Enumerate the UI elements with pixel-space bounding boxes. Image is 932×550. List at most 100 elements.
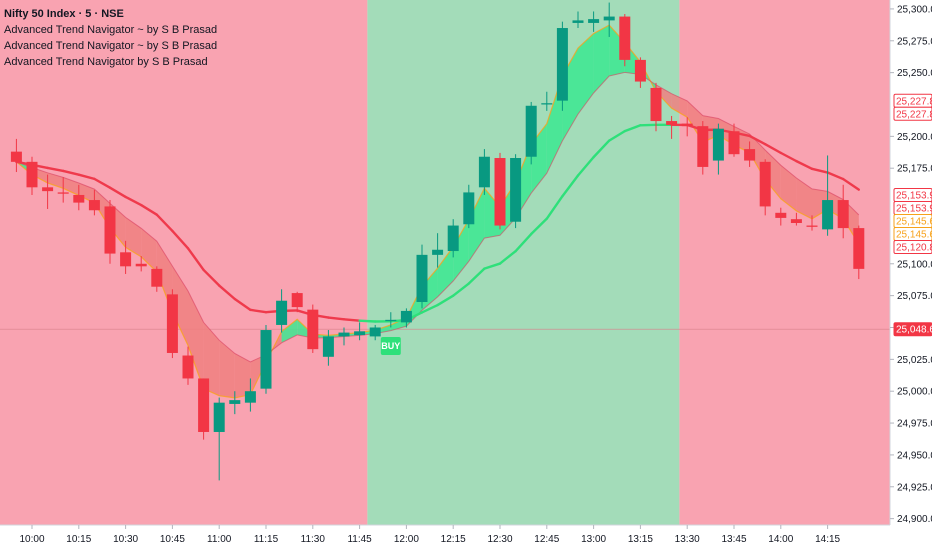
trail-segment — [452, 282, 470, 297]
candle-body — [10, 151, 22, 162]
candle-body — [681, 123, 693, 127]
trail-segment — [124, 195, 143, 207]
candle-body — [26, 161, 38, 188]
candle — [57, 177, 69, 203]
candle — [541, 91, 553, 111]
candle-body — [759, 161, 771, 207]
trail-segment — [545, 195, 564, 220]
time-tick-label: 11:00 — [207, 534, 232, 545]
trail-segment — [842, 177, 860, 191]
price-tick-label: 25,075.00 — [897, 291, 932, 302]
candle — [712, 123, 724, 175]
candle — [603, 2, 615, 37]
candle — [775, 207, 787, 226]
price-tag: 25,145.67 — [893, 213, 932, 228]
trail-segment — [46, 166, 65, 173]
trail-segment — [327, 316, 346, 321]
price-tag: 25,120.85 — [893, 239, 932, 254]
legend-indicator-2[interactable]: Advanced Trend Navigator ~ by S B Prasad — [4, 40, 218, 52]
zone-bull — [367, 0, 680, 525]
candle-body — [307, 309, 319, 350]
candle — [120, 240, 132, 274]
candle-body — [697, 126, 709, 167]
candle — [416, 244, 428, 309]
candle — [291, 291, 303, 313]
band-segment — [578, 33, 594, 115]
price-tick-label: 24,950.00 — [897, 450, 932, 461]
time-tick-label: 14:00 — [768, 534, 793, 545]
price-tag-label: 25,145.67 — [896, 216, 932, 227]
candle-body — [619, 16, 631, 60]
time-tick-label: 12:30 — [487, 534, 512, 545]
candle-body — [432, 249, 444, 255]
price-tick-label: 25,025.00 — [897, 355, 932, 366]
candle-body — [88, 200, 100, 211]
price-tick-label: 25,200.00 — [897, 132, 932, 143]
candle-body — [291, 293, 303, 308]
legend-symbol[interactable]: Nifty 50 Index · 5 · NSE — [4, 8, 124, 20]
candle-body — [244, 391, 256, 403]
candle — [790, 212, 802, 226]
price-tag-label: 25,120.85 — [896, 242, 932, 253]
candle-body — [198, 378, 210, 432]
trail-segment — [623, 124, 642, 133]
price-tag-box — [893, 322, 932, 337]
time-tick-label: 12:00 — [394, 534, 419, 545]
trail-segment — [108, 186, 127, 199]
legend-indicator-1[interactable]: Advanced Trend Navigator ~ by S B Prasad — [4, 24, 218, 36]
price-tick-label: 24,900.00 — [897, 514, 932, 525]
candle-body — [541, 103, 553, 105]
candle-body — [447, 225, 459, 252]
price-axis[interactable]: 25,300.00 25,275.00 25,250.00 25,200.00 25,1… — [889, 0, 932, 550]
price-tag-label: 25,145.67 — [896, 229, 932, 240]
time-tick-label: 12:45 — [534, 534, 559, 545]
slow-line — [16, 71, 860, 363]
legend-indicator-3[interactable]: Advanced Trend Navigator by S B Prasad — [4, 56, 208, 68]
price-tick-label: 24,975.00 — [897, 419, 932, 430]
trend-band-fill — [16, 24, 860, 399]
trail-segment — [202, 268, 221, 287]
candle-body — [166, 294, 178, 353]
price-tick-label: 25,275.00 — [897, 36, 932, 47]
time-axis-bg — [0, 525, 890, 550]
candle-body — [276, 300, 288, 325]
price-tick-label: 25,000.00 — [897, 387, 932, 398]
candle — [478, 149, 490, 195]
band-segment — [203, 322, 220, 396]
candle — [463, 184, 475, 229]
candle — [104, 200, 116, 264]
price-tag-box — [893, 106, 932, 121]
trail-segment — [779, 151, 798, 163]
price-tag: 25,145.67 — [893, 226, 932, 241]
band-segment — [125, 217, 142, 257]
candle-body — [213, 402, 225, 432]
time-axis[interactable]: 10:00 10:15 10:30 10:45 11:00 11:15 11:30 11:45… — [0, 524, 890, 550]
candle — [728, 123, 740, 157]
time-tick-label: 10:45 — [160, 534, 185, 545]
price-tag-label: 25,153.98 — [896, 203, 932, 214]
candle-body — [650, 87, 662, 122]
candle-body — [712, 128, 724, 161]
candle-body — [400, 310, 412, 323]
trail-segment — [342, 318, 361, 322]
candle — [432, 233, 444, 268]
candle-body — [728, 131, 740, 155]
price-tag: 25,153.98 — [893, 187, 932, 202]
price-tag: 25,153.98 — [893, 200, 932, 215]
trail-segment — [592, 139, 611, 159]
candle — [634, 57, 646, 88]
candle — [307, 304, 319, 353]
candle — [494, 152, 506, 230]
trailing-line — [15, 123, 860, 323]
price-tick-label: 25,100.00 — [897, 259, 932, 270]
band-segment — [219, 340, 235, 398]
price-tick-label: 24,925.00 — [897, 482, 932, 493]
price-tag-label: 25,048.65 — [896, 325, 932, 336]
price-tag-label: 25,227.89 — [896, 96, 932, 107]
candle — [88, 189, 100, 216]
candle-body — [666, 121, 678, 125]
trail-segment — [810, 167, 829, 174]
trail-segment — [93, 177, 112, 189]
candle-body — [775, 212, 787, 218]
